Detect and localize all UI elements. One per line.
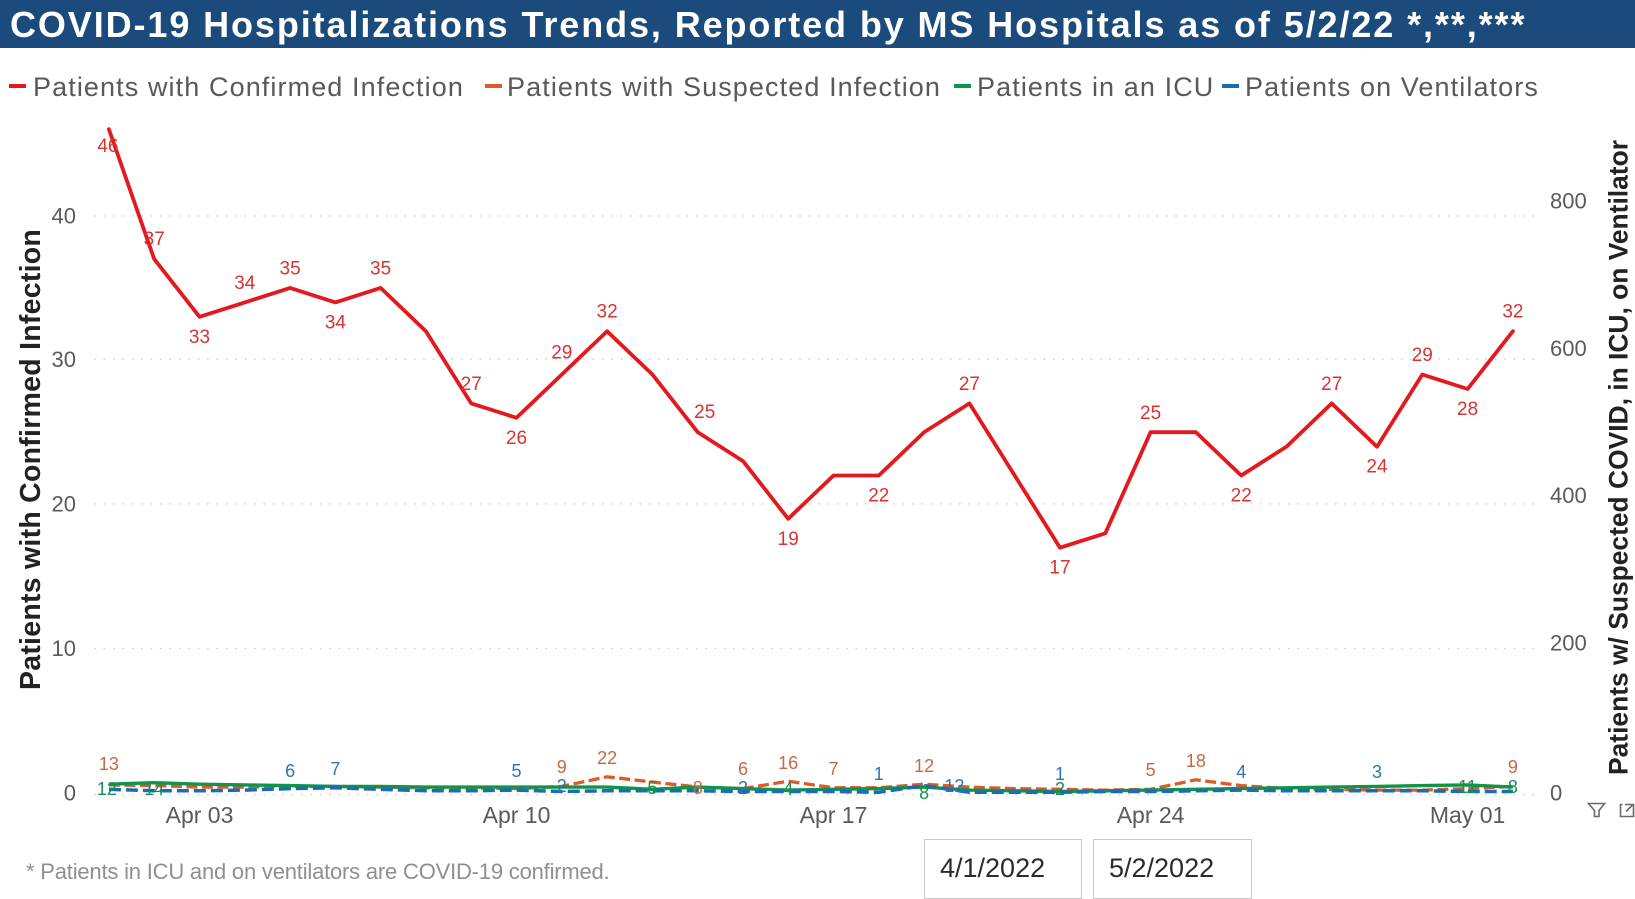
svg-text:8: 8 [693,778,703,798]
svg-text:34: 34 [325,312,347,333]
svg-text:33: 33 [189,327,210,348]
svg-text:2: 2 [1055,779,1065,799]
svg-text:5: 5 [511,761,521,781]
svg-text:0: 0 [64,781,76,806]
svg-text:1: 1 [874,764,884,784]
svg-text:4: 4 [783,779,793,799]
svg-text:8: 8 [1508,777,1518,797]
svg-text:400: 400 [1550,483,1587,508]
svg-text:10: 10 [52,636,76,661]
svg-text:27: 27 [1321,374,1342,395]
svg-text:Apr 10: Apr 10 [483,802,551,828]
svg-text:30: 30 [52,347,76,372]
svg-text:Apr 24: Apr 24 [1117,802,1185,828]
svg-text:25: 25 [1140,403,1161,424]
svg-text:2: 2 [738,778,748,798]
svg-text:32: 32 [1502,302,1523,323]
svg-text:Patients w/ Suspected COVID, i: Patients w/ Suspected COVID, in ICU, on … [1604,140,1634,775]
svg-text:18: 18 [1186,751,1206,771]
svg-text:25: 25 [694,402,715,423]
svg-text:27: 27 [959,374,980,395]
svg-text:34: 34 [234,273,256,294]
svg-text:17: 17 [1049,558,1070,579]
svg-text:12: 12 [944,776,964,796]
svg-text:6: 6 [738,759,748,779]
svg-text:35: 35 [280,258,301,279]
svg-text:24: 24 [1366,457,1388,478]
svg-text:Apr 03: Apr 03 [166,802,234,828]
svg-text:19: 19 [778,529,799,550]
svg-text:14: 14 [144,779,164,799]
svg-text:4: 4 [1236,762,1246,782]
svg-text:40: 40 [52,204,76,229]
svg-text:13: 13 [99,754,119,774]
svg-text:5: 5 [1146,760,1156,780]
svg-text:8: 8 [919,783,929,803]
svg-text:Apr 17: Apr 17 [800,802,868,828]
svg-text:Patients with Confirmed Infect: Patients with Confirmed Infection [15,229,47,690]
svg-text:22: 22 [1231,486,1252,507]
svg-text:7: 7 [828,759,838,779]
svg-text:5: 5 [647,778,657,798]
svg-text:9: 9 [1508,757,1518,777]
svg-text:2: 2 [557,776,567,796]
svg-text:6: 6 [285,761,295,781]
svg-text:12: 12 [914,756,934,776]
svg-text:27: 27 [461,374,482,395]
svg-text:11: 11 [1458,777,1477,797]
svg-text:16: 16 [778,753,798,773]
svg-text:29: 29 [1412,345,1433,366]
svg-text:200: 200 [1550,630,1587,655]
svg-text:12: 12 [97,779,117,799]
svg-text:35: 35 [370,258,391,279]
svg-text:32: 32 [597,302,618,323]
svg-text:37: 37 [144,229,165,250]
svg-text:3: 3 [1372,762,1382,782]
svg-text:46: 46 [97,136,118,157]
svg-text:0: 0 [1550,781,1562,806]
svg-text:1: 1 [1055,764,1065,784]
svg-text:9: 9 [557,757,567,777]
svg-text:20: 20 [52,491,76,516]
svg-text:600: 600 [1550,336,1587,361]
svg-text:28: 28 [1457,399,1478,420]
svg-text:26: 26 [506,428,527,449]
svg-text:22: 22 [597,748,617,768]
svg-text:29: 29 [551,343,572,364]
svg-text:7: 7 [330,759,340,779]
svg-text:May 01: May 01 [1430,802,1505,828]
svg-text:22: 22 [868,486,889,507]
svg-text:800: 800 [1550,189,1587,214]
